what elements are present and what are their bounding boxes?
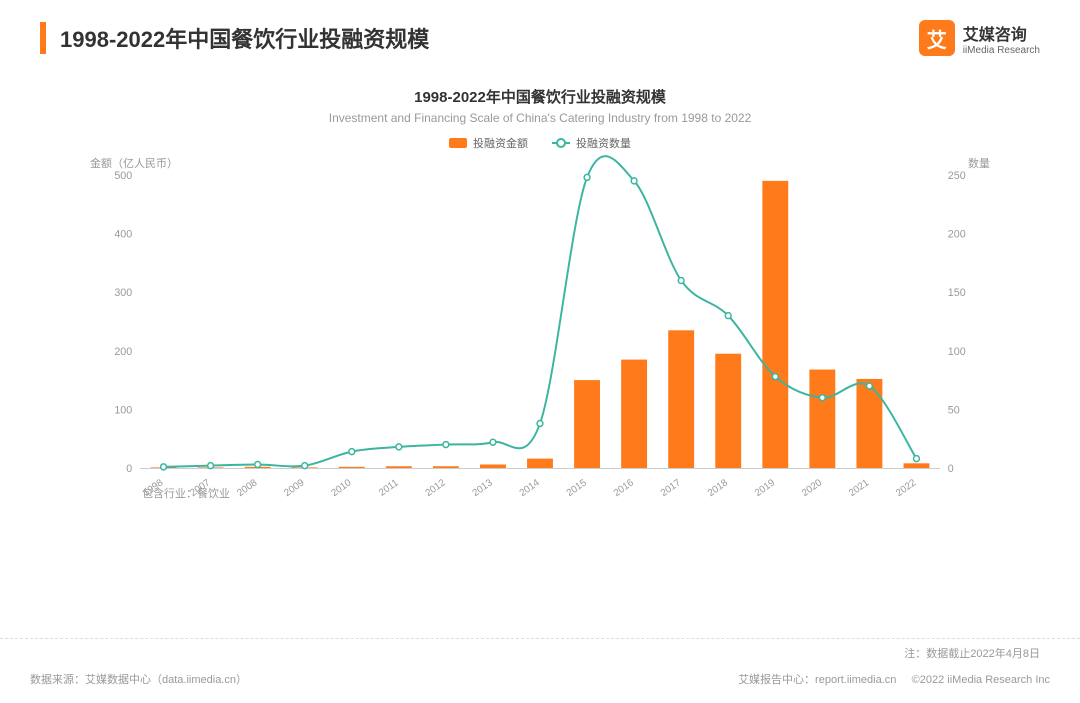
svg-text:200: 200 <box>114 346 132 358</box>
footer-note: 注：数据截止2022年4月8日 <box>904 645 1040 661</box>
svg-text:500: 500 <box>114 170 132 182</box>
svg-text:200: 200 <box>948 228 966 240</box>
svg-text:250: 250 <box>948 170 966 182</box>
svg-text:0: 0 <box>948 463 954 475</box>
svg-text:50: 50 <box>948 404 960 416</box>
svg-text:2017: 2017 <box>659 477 683 499</box>
legend-bar-swatch <box>449 138 467 148</box>
legend-bar-label: 投融资金额 <box>473 135 528 151</box>
svg-text:2016: 2016 <box>612 477 636 499</box>
logo-text-en: iiMedia Research <box>963 45 1040 56</box>
y-left-axis-label: 金额（亿人民币） <box>90 155 178 171</box>
legend-line-swatch <box>552 142 570 144</box>
logo: 艾 艾媒咨询 iiMedia Research <box>919 20 1040 56</box>
svg-text:2021: 2021 <box>847 477 871 499</box>
footer-right: 艾媒报告中心：report.iimedia.cn ©2022 iiMedia R… <box>738 671 1050 687</box>
chart-svg: 0100200300400500050100150200250199820072… <box>140 175 940 468</box>
footer-source: 数据来源：艾媒数据中心（data.iimedia.cn） <box>30 671 247 687</box>
svg-text:400: 400 <box>114 228 132 240</box>
svg-text:2009: 2009 <box>282 477 306 499</box>
svg-text:2013: 2013 <box>471 477 495 499</box>
header: 1998-2022年中国餐饮行业投融资规模 艾 艾媒咨询 iiMedia Res… <box>0 0 1080 66</box>
footer-report-center: 艾媒报告中心：report.iimedia.cn <box>738 674 896 686</box>
chart-title: 1998-2022年中国餐饮行业投融资规模 <box>80 86 1000 107</box>
svg-text:2014: 2014 <box>518 477 542 499</box>
chart-legend: 投融资金额 投融资数量 <box>80 135 1000 151</box>
svg-text:100: 100 <box>114 404 132 416</box>
industry-note: 包含行业：餐饮业 <box>142 485 230 501</box>
legend-bar-item: 投融资金额 <box>449 135 528 151</box>
footer: 数据来源：艾媒数据中心（data.iimedia.cn） 艾媒报告中心：repo… <box>30 671 1050 687</box>
svg-text:2018: 2018 <box>706 477 730 499</box>
svg-text:2012: 2012 <box>424 477 448 499</box>
footer-copyright: ©2022 iiMedia Research Inc <box>912 674 1050 686</box>
svg-text:2022: 2022 <box>894 477 918 499</box>
svg-text:300: 300 <box>114 287 132 299</box>
y-right-axis-label: 数量 <box>968 155 990 171</box>
legend-line-item: 投融资数量 <box>552 135 631 151</box>
page-title: 1998-2022年中国餐饮行业投融资规模 <box>60 22 919 54</box>
svg-text:2020: 2020 <box>800 477 824 499</box>
svg-text:2015: 2015 <box>565 477 589 499</box>
plot-inner: 0100200300400500050100150200250199820072… <box>140 175 940 469</box>
svg-text:0: 0 <box>126 463 132 475</box>
footer-divider <box>0 638 1080 639</box>
logo-icon: 艾 <box>919 20 955 56</box>
title-accent-bar <box>40 22 46 54</box>
logo-text-cn: 艾媒咨询 <box>963 21 1040 45</box>
svg-text:2010: 2010 <box>329 477 353 499</box>
chart-container: 1998-2022年中国餐饮行业投融资规模 Investment and Fin… <box>60 76 1020 539</box>
svg-text:150: 150 <box>948 287 966 299</box>
svg-text:2008: 2008 <box>235 477 259 499</box>
svg-text:2011: 2011 <box>377 477 400 498</box>
chart-subtitle: Investment and Financing Scale of China'… <box>80 111 1000 125</box>
svg-text:100: 100 <box>948 346 966 358</box>
plot-area: 金额（亿人民币） 数量 0100200300400500050100150200… <box>80 159 1000 519</box>
legend-line-label: 投融资数量 <box>576 135 631 151</box>
svg-text:2019: 2019 <box>753 477 777 499</box>
